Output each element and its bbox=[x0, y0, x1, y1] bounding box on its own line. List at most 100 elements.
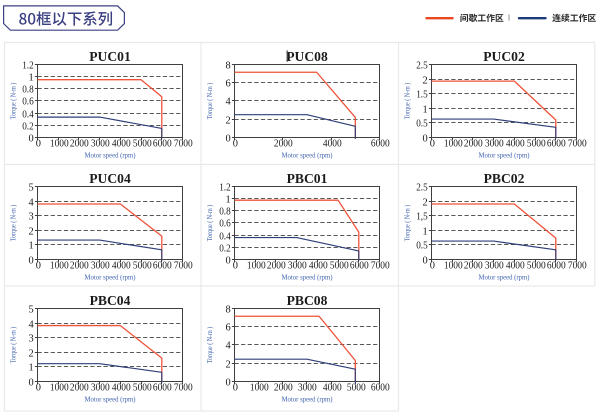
svg-text:0.4: 0.4 bbox=[219, 231, 231, 242]
svg-text:7000: 7000 bbox=[174, 138, 193, 149]
svg-text:5000: 5000 bbox=[133, 138, 152, 149]
svg-text:2000: 2000 bbox=[70, 138, 89, 149]
svg-text:Torque ( N-m ): Torque ( N-m ) bbox=[403, 204, 411, 241]
svg-text:0: 0 bbox=[233, 382, 238, 393]
svg-text:0: 0 bbox=[28, 133, 33, 144]
svg-text:PUC08: PUC08 bbox=[286, 49, 328, 64]
svg-text:0.2: 0.2 bbox=[219, 243, 231, 254]
svg-text:0.8: 0.8 bbox=[22, 84, 34, 95]
svg-text:0: 0 bbox=[36, 382, 41, 393]
svg-text:2: 2 bbox=[422, 197, 427, 208]
svg-text:6000: 6000 bbox=[547, 260, 566, 271]
svg-text:Motor speed (rpm): Motor speed (rpm) bbox=[85, 150, 136, 159]
svg-text:PBC04: PBC04 bbox=[90, 293, 131, 308]
svg-text:7000: 7000 bbox=[174, 382, 193, 393]
svg-text:0: 0 bbox=[233, 138, 238, 149]
svg-text:1000: 1000 bbox=[50, 260, 69, 271]
svg-text:3000: 3000 bbox=[91, 138, 110, 149]
svg-text:5000: 5000 bbox=[527, 138, 546, 149]
svg-text:1.2: 1.2 bbox=[22, 60, 34, 71]
svg-text:4: 4 bbox=[225, 96, 231, 107]
svg-text:6000: 6000 bbox=[371, 138, 390, 149]
svg-text:4: 4 bbox=[225, 340, 231, 351]
svg-text:4: 4 bbox=[28, 319, 34, 330]
svg-text:0: 0 bbox=[28, 255, 33, 266]
svg-text:PBC08: PBC08 bbox=[287, 293, 328, 308]
svg-text:3000: 3000 bbox=[288, 260, 307, 271]
svg-text:3000: 3000 bbox=[485, 138, 504, 149]
svg-text:8: 8 bbox=[225, 60, 230, 71]
svg-text:0.6: 0.6 bbox=[22, 96, 34, 107]
svg-text:0.6: 0.6 bbox=[219, 218, 231, 229]
svg-text:Motor speed (rpm): Motor speed (rpm) bbox=[85, 394, 136, 403]
svg-text:6000: 6000 bbox=[547, 138, 566, 149]
svg-text:1: 1 bbox=[28, 240, 33, 251]
svg-text:6: 6 bbox=[225, 78, 230, 89]
svg-text:3000: 3000 bbox=[91, 260, 110, 271]
svg-text:PUC04: PUC04 bbox=[89, 171, 131, 186]
svg-text:4000: 4000 bbox=[112, 382, 131, 393]
svg-text:Motor speed (rpm): Motor speed (rpm) bbox=[282, 272, 333, 281]
svg-text:6000: 6000 bbox=[371, 382, 390, 393]
svg-text:PUC01: PUC01 bbox=[89, 49, 131, 64]
svg-text:1000: 1000 bbox=[250, 382, 269, 393]
svg-text:0: 0 bbox=[225, 133, 230, 144]
svg-text:5: 5 bbox=[28, 182, 33, 193]
svg-text:Torque ( N-m ): Torque ( N-m ) bbox=[206, 82, 214, 119]
svg-text:1.5: 1.5 bbox=[416, 89, 428, 100]
svg-text:4000: 4000 bbox=[323, 138, 342, 149]
svg-text:Torque ( N-m ): Torque ( N-m ) bbox=[206, 326, 214, 363]
svg-text:8: 8 bbox=[225, 304, 230, 315]
svg-text:2000: 2000 bbox=[274, 382, 293, 393]
svg-text:5000: 5000 bbox=[133, 260, 152, 271]
svg-text:0: 0 bbox=[225, 377, 230, 388]
svg-text:2: 2 bbox=[225, 115, 230, 126]
svg-text:2000: 2000 bbox=[267, 260, 286, 271]
svg-text:5000: 5000 bbox=[133, 382, 152, 393]
svg-text:2: 2 bbox=[422, 75, 427, 86]
svg-text:0.2: 0.2 bbox=[22, 121, 34, 132]
svg-text:0: 0 bbox=[36, 260, 41, 271]
svg-text:0: 0 bbox=[430, 138, 435, 149]
svg-text:1: 1 bbox=[225, 194, 230, 205]
svg-text:0.4: 0.4 bbox=[22, 109, 34, 120]
svg-text:0: 0 bbox=[225, 255, 230, 266]
svg-text:1: 1 bbox=[28, 72, 33, 83]
svg-text:4000: 4000 bbox=[506, 260, 525, 271]
svg-text:5: 5 bbox=[28, 304, 33, 315]
svg-text:4000: 4000 bbox=[112, 138, 131, 149]
svg-text:Torque ( N-m ): Torque ( N-m ) bbox=[206, 204, 214, 241]
svg-text:5000: 5000 bbox=[330, 260, 349, 271]
svg-text:Torque ( N-m ): Torque ( N-m ) bbox=[9, 326, 17, 363]
svg-text:1,5: 1,5 bbox=[416, 211, 428, 222]
svg-text:4000: 4000 bbox=[323, 382, 342, 393]
svg-text:2000: 2000 bbox=[70, 260, 89, 271]
svg-text:0: 0 bbox=[233, 260, 238, 271]
svg-text:2000: 2000 bbox=[464, 138, 483, 149]
svg-text:0.5: 0.5 bbox=[416, 118, 428, 129]
svg-text:2000: 2000 bbox=[464, 260, 483, 271]
svg-text:0: 0 bbox=[422, 133, 427, 144]
svg-text:1000: 1000 bbox=[50, 138, 69, 149]
svg-text:PUC02: PUC02 bbox=[483, 49, 525, 64]
svg-text:Torque ( N-m ): Torque ( N-m ) bbox=[9, 204, 17, 241]
svg-text:1: 1 bbox=[422, 226, 427, 237]
svg-text:2000: 2000 bbox=[70, 382, 89, 393]
svg-text:PBC02: PBC02 bbox=[484, 171, 525, 186]
svg-text:4000: 4000 bbox=[309, 260, 328, 271]
svg-text:PBC01: PBC01 bbox=[287, 171, 328, 186]
svg-text:0.5: 0.5 bbox=[416, 240, 428, 251]
svg-text:1000: 1000 bbox=[444, 138, 463, 149]
svg-text:3000: 3000 bbox=[298, 382, 317, 393]
svg-text:4000: 4000 bbox=[112, 260, 131, 271]
svg-text:7000: 7000 bbox=[371, 260, 390, 271]
svg-text:7000: 7000 bbox=[568, 138, 587, 149]
svg-text:2: 2 bbox=[225, 359, 230, 370]
svg-text:Motor speed (rpm): Motor speed (rpm) bbox=[479, 272, 530, 281]
svg-text:0: 0 bbox=[36, 138, 41, 149]
svg-text:1000: 1000 bbox=[444, 260, 463, 271]
svg-text:6000: 6000 bbox=[153, 138, 172, 149]
svg-text:1.2: 1.2 bbox=[219, 182, 231, 193]
svg-text:6000: 6000 bbox=[153, 260, 172, 271]
svg-text:0: 0 bbox=[430, 260, 435, 271]
